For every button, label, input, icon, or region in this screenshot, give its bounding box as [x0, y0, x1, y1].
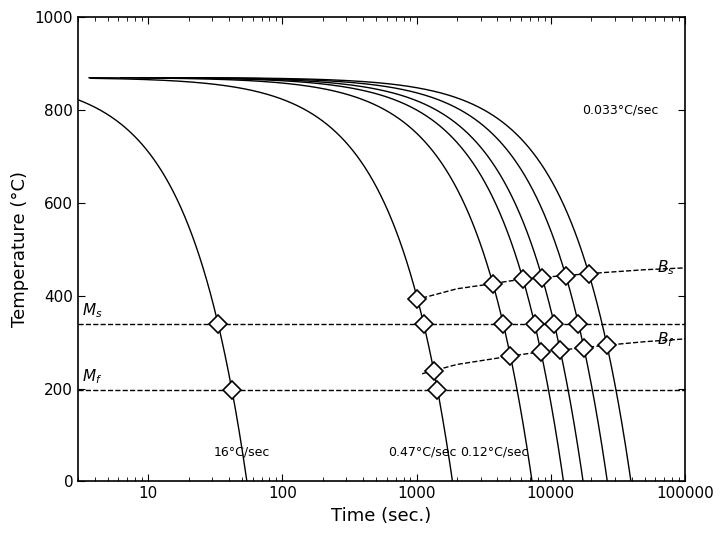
Text: $M_f$: $M_f$ [82, 367, 102, 386]
Text: 16°C/sec: 16°C/sec [214, 445, 270, 458]
Text: 0.12°C/sec: 0.12°C/sec [460, 445, 529, 458]
X-axis label: Time (sec.): Time (sec.) [331, 507, 431, 525]
Text: 0.47°C/sec: 0.47°C/sec [388, 445, 457, 458]
Y-axis label: Temperature (°C): Temperature (°C) [11, 172, 29, 327]
Text: $B_f$: $B_f$ [657, 331, 675, 349]
Text: $B_s$: $B_s$ [657, 258, 675, 277]
Text: $M_s$: $M_s$ [82, 301, 102, 320]
Text: 0.033°C/sec: 0.033°C/sec [581, 103, 658, 116]
